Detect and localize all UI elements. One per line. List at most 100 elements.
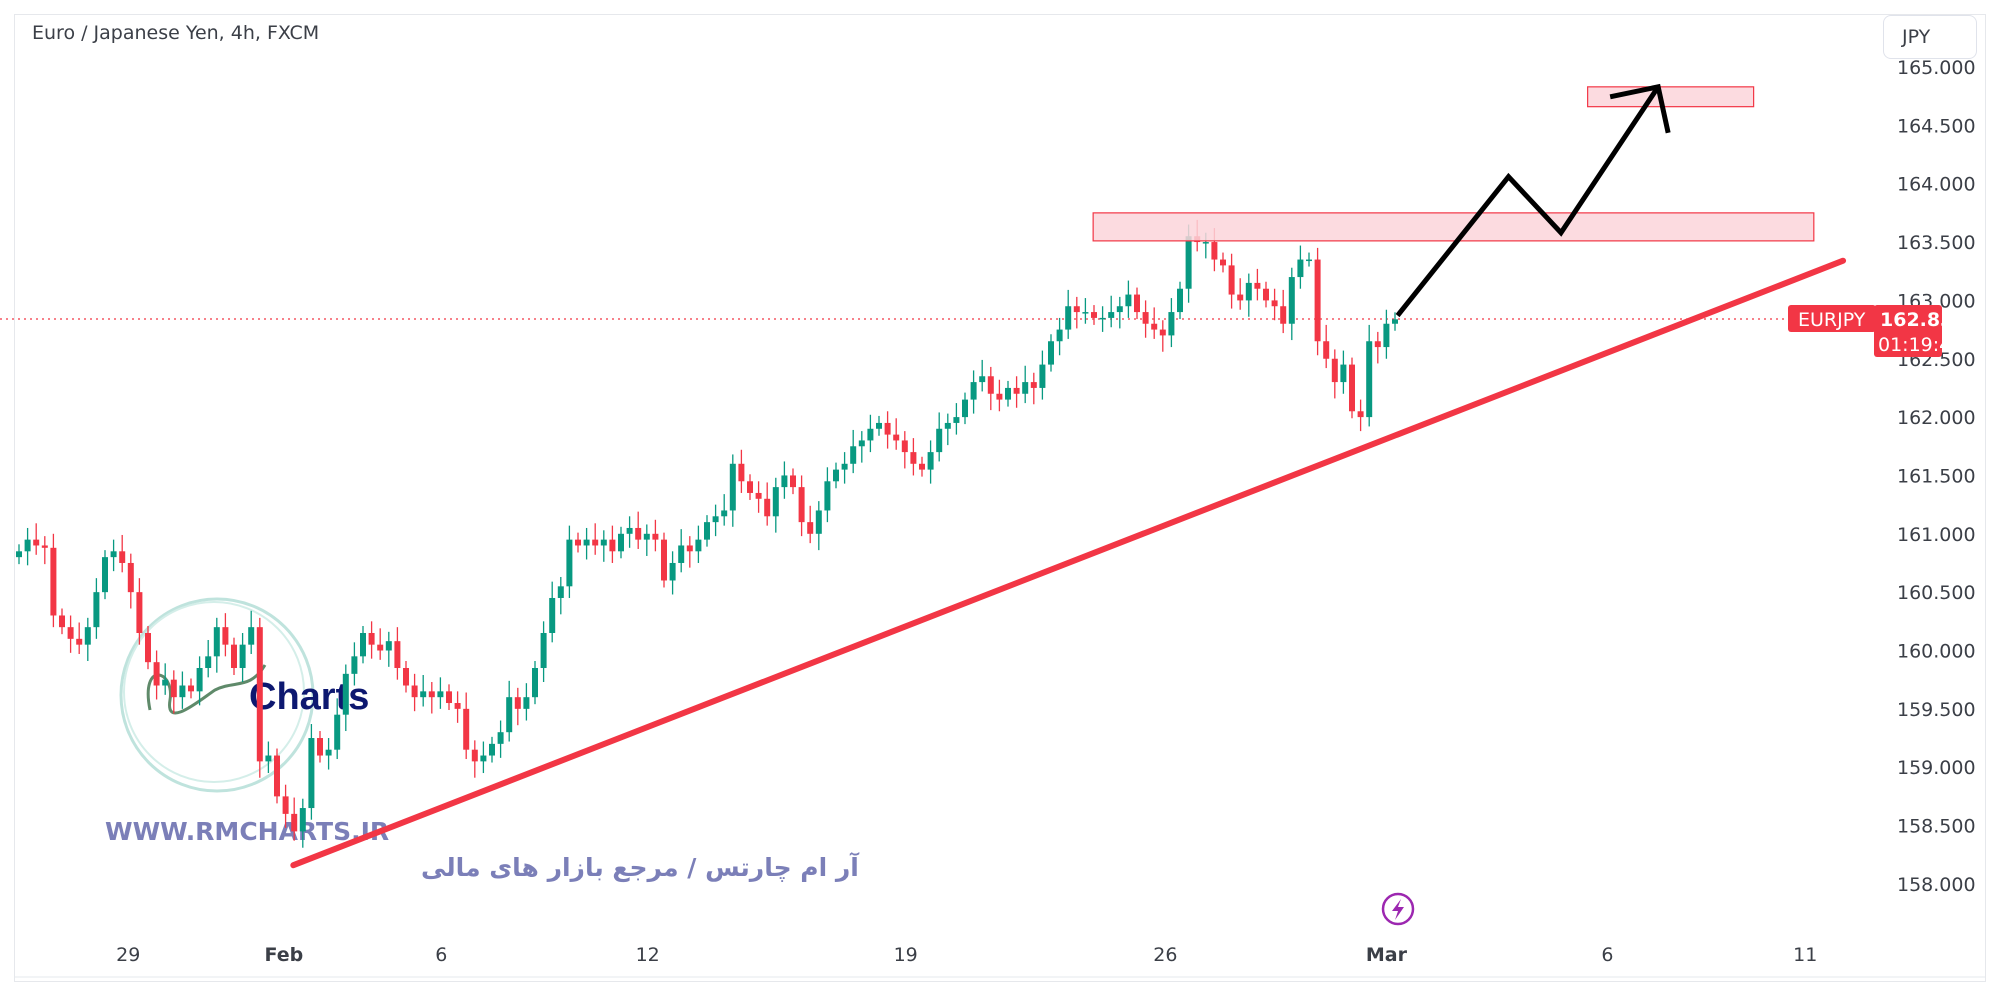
candle [661,532,667,588]
lightning-button[interactable] [1381,892,1415,926]
candle [1177,281,1183,320]
price-tick: 161.000 [1897,524,1976,546]
time-axis[interactable]: 29 Feb 6 12 19 26 Mar 6 11 [116,944,1817,966]
candle [248,610,255,655]
candle-body [231,644,237,669]
candle [1314,247,1321,356]
candle [1237,278,1244,310]
candle-body [145,632,151,663]
candle [274,748,280,804]
candle-body [686,545,693,552]
candle [325,738,332,770]
candle-body [119,551,126,563]
candle-body [1288,277,1295,324]
candle [790,468,796,495]
time-tick: 29 [116,944,140,966]
candle [1108,295,1115,328]
countdown-text: 01:19:45 [1878,334,1963,356]
candle-body [84,627,91,645]
candle [815,501,822,551]
candle-body [661,539,667,581]
candle [1323,324,1330,369]
candle [50,533,57,628]
candle-body [583,539,590,546]
candle-body [1159,329,1166,336]
candle-body [979,376,986,383]
candle-body [678,545,685,563]
candle [239,632,246,683]
price-tick: 160.000 [1897,641,1976,663]
candle [1048,334,1054,372]
candle-body [781,475,788,488]
candle-body [1048,341,1054,365]
candle [428,682,435,714]
candle-body [1254,282,1261,289]
candle-body [377,644,384,651]
candle-body [1340,364,1347,383]
candle [93,578,100,639]
candle [858,431,865,463]
currency-button[interactable]: JPY [1883,15,1977,59]
candle [755,481,762,513]
candle [1082,298,1089,324]
candle-body [334,714,341,750]
price-tick: 158.500 [1897,816,1976,838]
candle-body [24,539,31,552]
candle [291,797,298,841]
candle-body [1271,300,1278,307]
watermark-ring [119,597,315,793]
candle-body [342,673,349,715]
time-tick: 11 [1793,944,1817,966]
candle [145,625,151,670]
candle [807,505,814,544]
candle-body [532,668,538,698]
candle-body [1030,382,1037,388]
candles [16,219,1398,848]
candle [342,664,349,732]
candle [669,551,676,595]
candle [523,683,530,721]
candle [1091,305,1097,325]
candle-body [308,738,315,809]
candle-body [867,428,874,441]
candle [188,678,194,699]
candle [652,519,659,552]
candle [41,536,48,565]
time-tick: 19 [894,944,918,966]
candle [1030,372,1037,405]
candle [67,615,74,653]
candle-body [170,679,177,698]
candle [514,687,521,726]
candle-body [523,697,530,709]
price-axis[interactable]: 158.000 158.500 159.000 159.500 160.000 160.5… [1897,57,1976,896]
candle [231,637,237,676]
chart-frame [14,14,1986,982]
candle [1039,350,1046,400]
candle [1340,350,1347,394]
candle-body [248,627,255,645]
candle [996,379,1003,412]
candle [695,525,702,563]
candle-body [592,539,599,546]
candle [824,467,831,523]
candle-body [798,487,805,523]
candle [1151,307,1158,339]
candle-body [712,516,719,523]
price-tick: 161.500 [1897,465,1976,487]
candle [84,617,91,662]
candle-body [807,522,814,534]
candle [729,454,736,527]
price-tick: 158.000 [1897,874,1976,896]
candle-body [738,463,745,482]
candle-body [1073,306,1080,313]
candle [927,440,934,484]
candle-body [110,551,117,558]
candle-body [385,641,392,651]
candle [119,534,126,573]
candle-body [1349,364,1355,412]
candle [446,684,452,711]
candle-body [205,656,212,669]
candle-body [858,440,865,447]
candle-body [1211,242,1218,260]
